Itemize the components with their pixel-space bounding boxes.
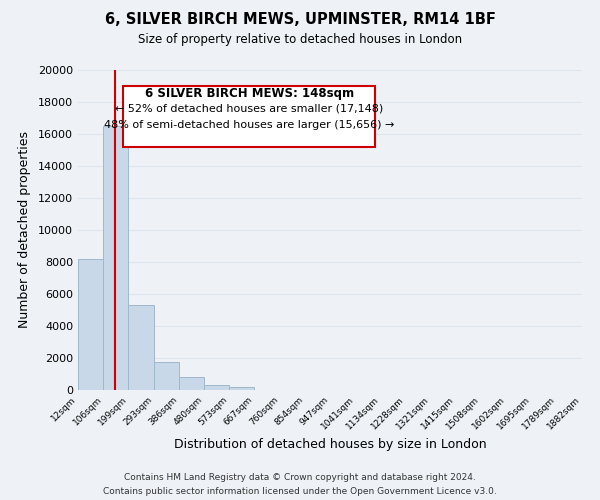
Text: Size of property relative to detached houses in London: Size of property relative to detached ho… bbox=[138, 32, 462, 46]
Text: 48% of semi-detached houses are larger (15,656) →: 48% of semi-detached houses are larger (… bbox=[104, 120, 395, 130]
Bar bbox=[78, 259, 103, 390]
FancyBboxPatch shape bbox=[124, 86, 376, 147]
Bar bbox=[154, 362, 179, 390]
Text: 6 SILVER BIRCH MEWS: 148sqm: 6 SILVER BIRCH MEWS: 148sqm bbox=[145, 86, 354, 100]
X-axis label: Distribution of detached houses by size in London: Distribution of detached houses by size … bbox=[173, 438, 487, 451]
Text: 6, SILVER BIRCH MEWS, UPMINSTER, RM14 1BF: 6, SILVER BIRCH MEWS, UPMINSTER, RM14 1B… bbox=[104, 12, 496, 28]
Text: ← 52% of detached houses are smaller (17,148): ← 52% of detached houses are smaller (17… bbox=[115, 104, 383, 114]
Y-axis label: Number of detached properties: Number of detached properties bbox=[18, 132, 31, 328]
Bar bbox=[128, 305, 154, 390]
Bar bbox=[103, 126, 128, 390]
Bar bbox=[179, 377, 204, 390]
Text: Contains HM Land Registry data © Crown copyright and database right 2024.: Contains HM Land Registry data © Crown c… bbox=[124, 473, 476, 482]
Text: Contains public sector information licensed under the Open Government Licence v3: Contains public sector information licen… bbox=[103, 486, 497, 496]
Bar bbox=[229, 387, 254, 390]
Bar bbox=[204, 385, 229, 390]
